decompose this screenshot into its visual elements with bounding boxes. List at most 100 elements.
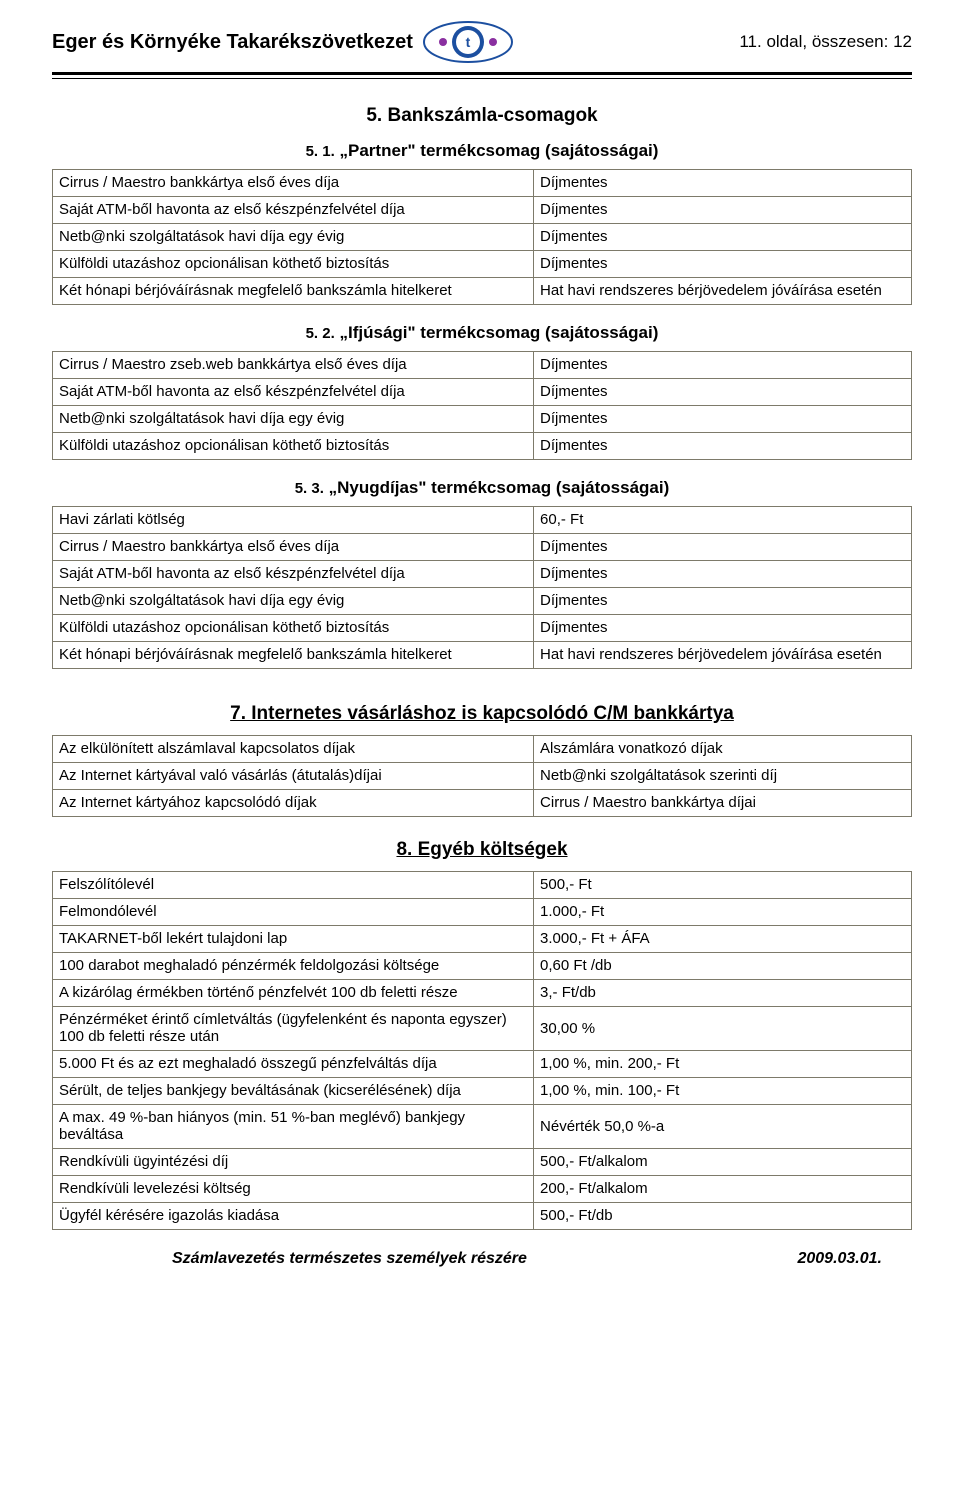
table-row: Rendkívüli levelezési költség200,- Ft/al…: [53, 1176, 912, 1203]
table-row: Pénzérméket érintő címletváltás (ügyfele…: [53, 1007, 912, 1051]
table-cell: Névérték 50,0 %-a: [534, 1105, 912, 1149]
table-row: Cirrus / Maestro zseb.web bankkártya els…: [53, 352, 912, 379]
table-cell: Saját ATM-ből havonta az első készpénzfe…: [53, 197, 534, 224]
table-cell: Az Internet kártyával való vásárlás (átu…: [53, 763, 534, 790]
table-row: Havi zárlati kötlség60,- Ft: [53, 507, 912, 534]
table-cell: Pénzérméket érintő címletváltás (ügyfele…: [53, 1007, 534, 1051]
table-cell: 500,- Ft/db: [534, 1203, 912, 1230]
table-row: Külföldi utazáshoz opcionálisan köthető …: [53, 615, 912, 642]
table-cell: Két hónapi bérjóváírásnak megfelelő bank…: [53, 642, 534, 669]
table-cell: 60,- Ft: [534, 507, 912, 534]
page-footer: Számlavezetés természetes személyek rész…: [52, 1244, 912, 1268]
table-8: Felszólítólevél500,- FtFelmondólevél1.00…: [52, 871, 912, 1230]
table-cell: Díjmentes: [534, 615, 912, 642]
table-cell: 500,- Ft: [534, 872, 912, 899]
table-cell: Netb@nki szolgáltatások havi díja egy év…: [53, 588, 534, 615]
org-logo-icon: t: [421, 18, 515, 66]
table-cell: Ügyfél kérésére igazolás kiadása: [53, 1203, 534, 1230]
table-cell: Díjmentes: [534, 588, 912, 615]
table-row: Netb@nki szolgáltatások havi díja egy év…: [53, 406, 912, 433]
header-rule-thin: [52, 78, 912, 79]
table-cell: Alszámlára vonatkozó díjak: [534, 736, 912, 763]
table-cell: Cirrus / Maestro bankkártya első éves dí…: [53, 170, 534, 197]
table-cell: Díjmentes: [534, 224, 912, 251]
table-cell: Havi zárlati kötlség: [53, 507, 534, 534]
table-cell: 5.000 Ft és az ezt meghaladó összegű pén…: [53, 1051, 534, 1078]
header-rule-thick: [52, 72, 912, 75]
footer-left: Számlavezetés természetes személyek rész…: [172, 1250, 527, 1268]
table-7: Az elkülönített alszámlaval kapcsolatos …: [52, 735, 912, 817]
table-cell: Külföldi utazáshoz opcionálisan köthető …: [53, 433, 534, 460]
section-5-3-num: 5. 3.: [295, 480, 324, 497]
table-cell: Díjmentes: [534, 379, 912, 406]
table-cell: Díjmentes: [534, 170, 912, 197]
section-5-title: 5. Bankszámla-csomagok: [52, 105, 912, 127]
table-row: A max. 49 %-ban hiányos (min. 51 %-ban m…: [53, 1105, 912, 1149]
table-cell: Cirrus / Maestro bankkártya díjai: [534, 790, 912, 817]
table-row: A kizárólag érmékben történő pénzfelvét …: [53, 980, 912, 1007]
table-cell: Rendkívüli levelezési költség: [53, 1176, 534, 1203]
table-cell: Netb@nki szolgáltatások havi díja egy év…: [53, 224, 534, 251]
table-cell: Rendkívüli ügyintézési díj: [53, 1149, 534, 1176]
table-cell: Az elkülönített alszámlaval kapcsolatos …: [53, 736, 534, 763]
table-cell: Díjmentes: [534, 433, 912, 460]
table-cell: Felmondólevél: [53, 899, 534, 926]
section-5-1-title: 5. 1. „Partner" termékcsomag (sajátosság…: [52, 137, 912, 169]
table-cell: 1,00 %, min. 100,- Ft: [534, 1078, 912, 1105]
table-row: Saját ATM-ből havonta az első készpénzfe…: [53, 379, 912, 406]
table-cell: Sérült, de teljes bankjegy beváltásának …: [53, 1078, 534, 1105]
table-row: Két hónapi bérjóváírásnak megfelelő bank…: [53, 642, 912, 669]
table-row: Az Internet kártyához kapcsolódó díjakCi…: [53, 790, 912, 817]
svg-text:t: t: [466, 34, 471, 50]
section-5-2-text: „Ifjúsági" termékcsomag (sajátosságai): [340, 323, 659, 342]
table-row: Saját ATM-ből havonta az első készpénzfe…: [53, 197, 912, 224]
table-5-2: Cirrus / Maestro zseb.web bankkártya els…: [52, 351, 912, 460]
table-cell: Két hónapi bérjóváírásnak megfelelő bank…: [53, 278, 534, 305]
table-cell: Saját ATM-ből havonta az első készpénzfe…: [53, 561, 534, 588]
table-cell: Díjmentes: [534, 197, 912, 224]
table-row: Rendkívüli ügyintézési díj500,- Ft/alkal…: [53, 1149, 912, 1176]
page: Eger és Környéke Takarékszövetkezet t 11…: [0, 0, 960, 1278]
section-8-title: 8. Egyéb költségek: [52, 839, 912, 861]
table-row: Az elkülönített alszámlaval kapcsolatos …: [53, 736, 912, 763]
table-cell: 100 darabot meghaladó pénzérmék feldolgo…: [53, 953, 534, 980]
table-row: Felmondólevél1.000,- Ft: [53, 899, 912, 926]
section-5-2-title: 5. 2. „Ifjúsági" termékcsomag (sajátossá…: [52, 319, 912, 351]
table-row: Ügyfél kérésére igazolás kiadása500,- Ft…: [53, 1203, 912, 1230]
table-5-3: Havi zárlati kötlség60,- FtCirrus / Maes…: [52, 506, 912, 669]
table-row: Cirrus / Maestro bankkártya első éves dí…: [53, 170, 912, 197]
table-5-1: Cirrus / Maestro bankkártya első éves dí…: [52, 169, 912, 305]
table-cell: Saját ATM-ből havonta az első készpénzfe…: [53, 379, 534, 406]
table-cell: 30,00 %: [534, 1007, 912, 1051]
table-cell: Netb@nki szolgáltatások havi díja egy év…: [53, 406, 534, 433]
table-cell: Hat havi rendszeres bérjövedelem jóváírá…: [534, 278, 912, 305]
footer-right: 2009.03.01.: [797, 1250, 882, 1268]
table-cell: Felszólítólevél: [53, 872, 534, 899]
table-row: Netb@nki szolgáltatások havi díja egy év…: [53, 224, 912, 251]
table-cell: 500,- Ft/alkalom: [534, 1149, 912, 1176]
section-7-title: 7. Internetes vásárláshoz is kapcsolódó …: [52, 703, 912, 725]
table-cell: A kizárólag érmékben történő pénzfelvét …: [53, 980, 534, 1007]
table-cell: 200,- Ft/alkalom: [534, 1176, 912, 1203]
table-cell: 3.000,- Ft + ÁFA: [534, 926, 912, 953]
section-5-1-text: „Partner" termékcsomag (sajátosságai): [340, 141, 659, 160]
page-number: 11. oldal, összesen: 12: [523, 32, 912, 52]
table-cell: Cirrus / Maestro zseb.web bankkártya els…: [53, 352, 534, 379]
table-row: Külföldi utazáshoz opcionálisan köthető …: [53, 433, 912, 460]
org-name: Eger és Környéke Takarékszövetkezet: [52, 31, 413, 54]
table-cell: Díjmentes: [534, 534, 912, 561]
table-row: 5.000 Ft és az ezt meghaladó összegű pén…: [53, 1051, 912, 1078]
page-header: Eger és Környéke Takarékszövetkezet t 11…: [52, 18, 912, 70]
table-row: Saját ATM-ből havonta az első készpénzfe…: [53, 561, 912, 588]
table-cell: 1,00 %, min. 200,- Ft: [534, 1051, 912, 1078]
section-5-1-num: 5. 1.: [306, 143, 335, 160]
table-cell: Az Internet kártyához kapcsolódó díjak: [53, 790, 534, 817]
table-row: Sérült, de teljes bankjegy beváltásának …: [53, 1078, 912, 1105]
table-cell: Díjmentes: [534, 406, 912, 433]
section-5-2-num: 5. 2.: [306, 325, 335, 342]
table-cell: 1.000,- Ft: [534, 899, 912, 926]
table-cell: Cirrus / Maestro bankkártya első éves dí…: [53, 534, 534, 561]
section-5-3-text: „Nyugdíjas" termékcsomag (sajátosságai): [329, 478, 670, 497]
table-row: Két hónapi bérjóváírásnak megfelelő bank…: [53, 278, 912, 305]
table-cell: 0,60 Ft /db: [534, 953, 912, 980]
